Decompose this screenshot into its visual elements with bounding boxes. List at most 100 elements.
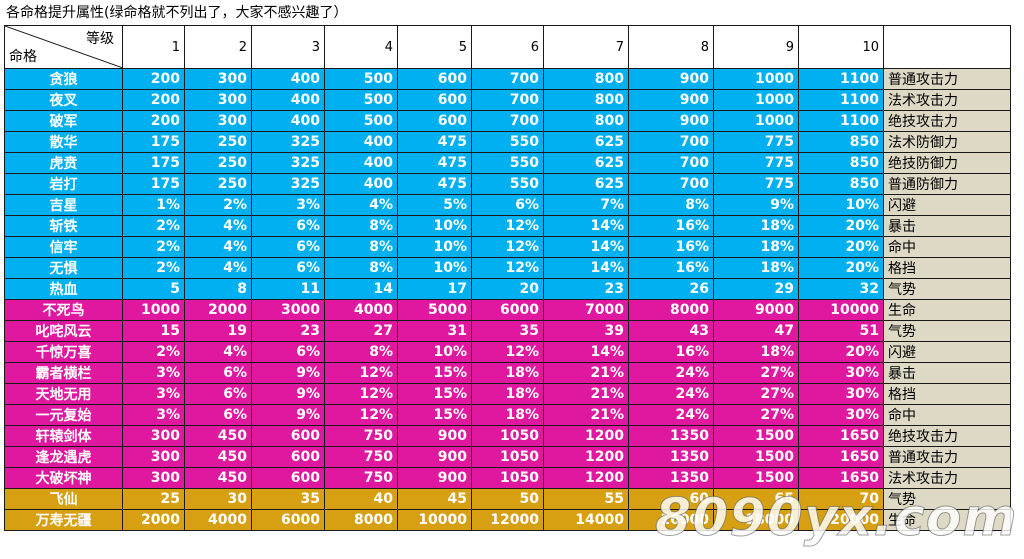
value-cell-level-4[interactable]: 400 bbox=[324, 173, 398, 195]
fate-name-cell[interactable]: 散华 bbox=[4, 131, 123, 153]
value-cell-level-9[interactable]: 18% bbox=[713, 236, 799, 258]
value-cell-level-6[interactable]: 700 bbox=[471, 68, 544, 90]
value-cell-level-1[interactable]: 2% bbox=[122, 257, 185, 279]
value-cell-level-2[interactable]: 4% bbox=[184, 215, 252, 237]
value-cell-level-3[interactable]: 35 bbox=[251, 488, 325, 510]
level-header-7[interactable]: 7 bbox=[543, 25, 629, 69]
attribute-cell[interactable]: 法术攻击力 bbox=[883, 467, 1011, 489]
fate-name-cell[interactable]: 虎贲 bbox=[4, 152, 123, 174]
value-cell-level-6[interactable]: 1050 bbox=[471, 425, 544, 447]
value-cell-level-3[interactable]: 325 bbox=[251, 131, 325, 153]
value-cell-level-2[interactable]: 250 bbox=[184, 152, 252, 174]
value-cell-level-8[interactable]: 8000 bbox=[628, 299, 714, 321]
value-cell-level-4[interactable]: 500 bbox=[324, 68, 398, 90]
value-cell-level-7[interactable]: 14% bbox=[543, 341, 629, 363]
value-cell-level-2[interactable]: 19 bbox=[184, 320, 252, 342]
value-cell-level-2[interactable]: 4% bbox=[184, 236, 252, 258]
attribute-cell[interactable]: 暴击 bbox=[883, 215, 1011, 237]
value-cell-level-3[interactable]: 3% bbox=[251, 194, 325, 216]
value-cell-level-5[interactable]: 900 bbox=[397, 425, 472, 447]
value-cell-level-6[interactable]: 12% bbox=[471, 257, 544, 279]
value-cell-level-4[interactable]: 500 bbox=[324, 89, 398, 111]
attribute-cell[interactable]: 绝技攻击力 bbox=[883, 425, 1011, 447]
value-cell-level-2[interactable]: 30 bbox=[184, 488, 252, 510]
value-cell-level-4[interactable]: 400 bbox=[324, 152, 398, 174]
value-cell-level-9[interactable]: 1000 bbox=[713, 89, 799, 111]
value-cell-level-8[interactable]: 700 bbox=[628, 152, 714, 174]
value-cell-level-4[interactable]: 12% bbox=[324, 362, 398, 384]
value-cell-level-2[interactable]: 450 bbox=[184, 446, 252, 468]
value-cell-level-10[interactable]: 30% bbox=[798, 404, 884, 426]
value-cell-level-4[interactable]: 40 bbox=[324, 488, 398, 510]
value-cell-level-4[interactable]: 8% bbox=[324, 215, 398, 237]
value-cell-level-6[interactable]: 6000 bbox=[471, 299, 544, 321]
fate-name-cell[interactable]: 万寿无疆 bbox=[4, 509, 123, 531]
fate-name-cell[interactable]: 大破坏神 bbox=[4, 467, 123, 489]
value-cell-level-6[interactable]: 1050 bbox=[471, 467, 544, 489]
attribute-cell[interactable]: 气势 bbox=[883, 278, 1011, 300]
fate-name-cell[interactable]: 逢龙遇虎 bbox=[4, 446, 123, 468]
value-cell-level-6[interactable]: 12000 bbox=[471, 509, 544, 531]
value-cell-level-8[interactable]: 700 bbox=[628, 131, 714, 153]
fate-name-cell[interactable]: 夜叉 bbox=[4, 89, 123, 111]
value-cell-level-9[interactable]: 27% bbox=[713, 383, 799, 405]
value-cell-level-8[interactable]: 16% bbox=[628, 236, 714, 258]
value-cell-level-3[interactable]: 11 bbox=[251, 278, 325, 300]
fate-name-cell[interactable]: 霸者横栏 bbox=[4, 362, 123, 384]
value-cell-level-7[interactable]: 21% bbox=[543, 383, 629, 405]
level-header-3[interactable]: 3 bbox=[251, 25, 325, 69]
header-corner-cell[interactable]: 等级 命格 bbox=[4, 25, 123, 69]
value-cell-level-5[interactable]: 475 bbox=[397, 131, 472, 153]
value-cell-level-9[interactable]: 29 bbox=[713, 278, 799, 300]
attribute-cell[interactable]: 格挡 bbox=[883, 257, 1011, 279]
attribute-cell[interactable]: 生命 bbox=[883, 299, 1011, 321]
value-cell-level-3[interactable]: 600 bbox=[251, 446, 325, 468]
value-cell-level-7[interactable]: 1200 bbox=[543, 425, 629, 447]
value-cell-level-3[interactable]: 400 bbox=[251, 89, 325, 111]
value-cell-level-8[interactable]: 8% bbox=[628, 194, 714, 216]
value-cell-level-8[interactable]: 1350 bbox=[628, 467, 714, 489]
value-cell-level-6[interactable]: 18% bbox=[471, 383, 544, 405]
fate-name-cell[interactable]: 信牢 bbox=[4, 236, 123, 258]
fate-name-cell[interactable]: 热血 bbox=[4, 278, 123, 300]
value-cell-level-10[interactable]: 30% bbox=[798, 383, 884, 405]
value-cell-level-2[interactable]: 6% bbox=[184, 404, 252, 426]
value-cell-level-10[interactable]: 32 bbox=[798, 278, 884, 300]
attribute-cell[interactable]: 气势 bbox=[883, 488, 1011, 510]
value-cell-level-2[interactable]: 450 bbox=[184, 467, 252, 489]
value-cell-level-5[interactable]: 10000 bbox=[397, 509, 472, 531]
value-cell-level-4[interactable]: 8000 bbox=[324, 509, 398, 531]
value-cell-level-9[interactable]: 1500 bbox=[713, 446, 799, 468]
value-cell-level-10[interactable]: 10000 bbox=[798, 299, 884, 321]
fate-name-cell[interactable]: 千惊万喜 bbox=[4, 341, 123, 363]
value-cell-level-5[interactable]: 900 bbox=[397, 446, 472, 468]
value-cell-level-7[interactable]: 1200 bbox=[543, 446, 629, 468]
value-cell-level-10[interactable]: 20% bbox=[798, 341, 884, 363]
value-cell-level-3[interactable]: 325 bbox=[251, 152, 325, 174]
value-cell-level-5[interactable]: 10% bbox=[397, 341, 472, 363]
value-cell-level-2[interactable]: 450 bbox=[184, 425, 252, 447]
value-cell-level-6[interactable]: 700 bbox=[471, 110, 544, 132]
value-cell-level-10[interactable]: 1100 bbox=[798, 68, 884, 90]
value-cell-level-1[interactable]: 300 bbox=[122, 467, 185, 489]
value-cell-level-1[interactable]: 200 bbox=[122, 110, 185, 132]
value-cell-level-10[interactable]: 850 bbox=[798, 173, 884, 195]
value-cell-level-5[interactable]: 600 bbox=[397, 89, 472, 111]
level-header-1[interactable]: 1 bbox=[122, 25, 185, 69]
fate-name-cell[interactable]: 飞仙 bbox=[4, 488, 123, 510]
value-cell-level-2[interactable]: 2000 bbox=[184, 299, 252, 321]
value-cell-level-4[interactable]: 750 bbox=[324, 446, 398, 468]
value-cell-level-10[interactable]: 70 bbox=[798, 488, 884, 510]
value-cell-level-1[interactable]: 3% bbox=[122, 362, 185, 384]
value-cell-level-2[interactable]: 250 bbox=[184, 173, 252, 195]
value-cell-level-9[interactable]: 1500 bbox=[713, 425, 799, 447]
value-cell-level-3[interactable]: 9% bbox=[251, 404, 325, 426]
value-cell-level-5[interactable]: 15% bbox=[397, 404, 472, 426]
value-cell-level-9[interactable]: 18% bbox=[713, 341, 799, 363]
value-cell-level-4[interactable]: 4% bbox=[324, 194, 398, 216]
value-cell-level-10[interactable]: 20% bbox=[798, 236, 884, 258]
value-cell-level-7[interactable]: 39 bbox=[543, 320, 629, 342]
fate-name-cell[interactable]: 叱咤风云 bbox=[4, 320, 123, 342]
attribute-cell[interactable]: 法术防御力 bbox=[883, 131, 1011, 153]
value-cell-level-3[interactable]: 9% bbox=[251, 383, 325, 405]
